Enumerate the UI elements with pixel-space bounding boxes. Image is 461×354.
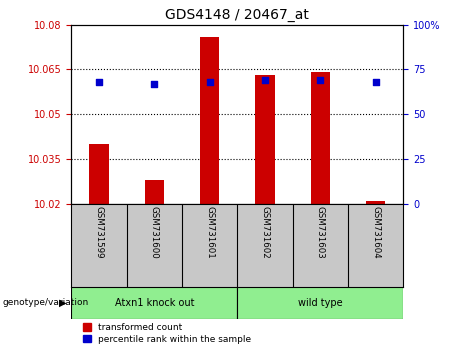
Bar [311,73,330,204]
Point [317,78,324,83]
Text: GSM731599: GSM731599 [95,206,104,258]
Text: wild type: wild type [298,298,343,308]
Text: GSM731600: GSM731600 [150,206,159,259]
Text: GSM731602: GSM731602 [260,206,270,259]
Text: GSM731603: GSM731603 [316,206,325,259]
Title: GDS4148 / 20467_at: GDS4148 / 20467_at [165,8,309,22]
Bar [89,144,109,204]
Bar [145,180,164,204]
Legend: transformed count, percentile rank within the sample: transformed count, percentile rank withi… [83,323,251,344]
Point [151,81,158,87]
Text: genotype/variation: genotype/variation [2,298,89,307]
Point [261,78,269,83]
Text: Atxn1 knock out: Atxn1 knock out [115,298,194,308]
Bar [200,37,219,204]
Bar [255,75,275,204]
Point [372,79,379,85]
Point [206,79,213,85]
Point [95,79,103,85]
Bar [237,287,403,319]
Bar [366,201,385,204]
Text: ▶: ▶ [59,298,67,308]
Bar [71,287,237,319]
Text: GSM731601: GSM731601 [205,206,214,259]
Text: GSM731604: GSM731604 [371,206,380,259]
